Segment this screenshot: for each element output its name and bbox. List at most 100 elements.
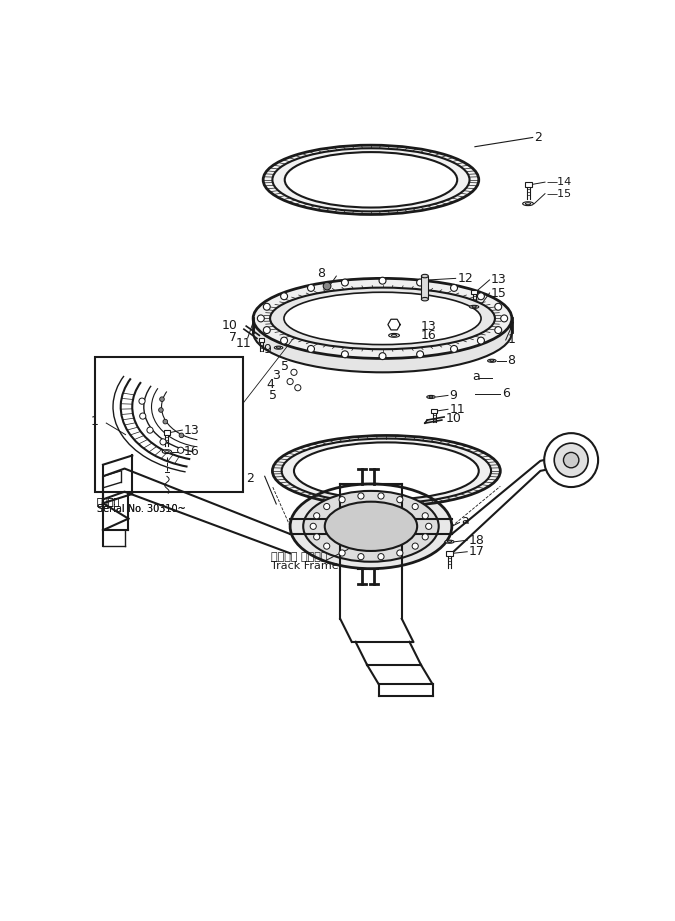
- Bar: [259, 338, 265, 343]
- Circle shape: [287, 379, 293, 385]
- Bar: [524, 182, 531, 187]
- Circle shape: [314, 513, 320, 519]
- Ellipse shape: [421, 274, 429, 278]
- Ellipse shape: [284, 292, 481, 344]
- Circle shape: [416, 279, 424, 286]
- Text: 4: 4: [266, 379, 274, 391]
- Bar: [446, 551, 452, 555]
- Circle shape: [450, 285, 458, 291]
- Text: 9: 9: [450, 389, 458, 402]
- Circle shape: [140, 413, 146, 419]
- Ellipse shape: [472, 306, 477, 308]
- Circle shape: [179, 433, 184, 437]
- Circle shape: [378, 554, 384, 560]
- Ellipse shape: [448, 541, 452, 542]
- Ellipse shape: [490, 360, 494, 362]
- Text: 13: 13: [184, 424, 200, 437]
- Circle shape: [422, 513, 429, 519]
- Ellipse shape: [427, 395, 435, 399]
- Text: 2: 2: [534, 131, 542, 144]
- Bar: [164, 430, 170, 435]
- Text: トラック フレーム: トラック フレーム: [271, 552, 327, 562]
- Circle shape: [160, 438, 166, 445]
- Circle shape: [139, 398, 145, 404]
- Circle shape: [310, 523, 317, 530]
- Text: 8: 8: [507, 355, 515, 367]
- Circle shape: [378, 493, 384, 499]
- Circle shape: [281, 337, 288, 344]
- Circle shape: [163, 419, 167, 424]
- Circle shape: [323, 504, 330, 509]
- Bar: [95, 357, 243, 492]
- Text: 2: 2: [246, 472, 254, 485]
- Ellipse shape: [525, 203, 531, 204]
- Circle shape: [308, 285, 315, 291]
- Ellipse shape: [522, 202, 533, 205]
- Text: 13: 13: [421, 320, 436, 332]
- Ellipse shape: [253, 278, 512, 358]
- Circle shape: [342, 279, 348, 286]
- Circle shape: [342, 351, 348, 357]
- Text: a: a: [461, 515, 469, 528]
- Circle shape: [339, 550, 345, 556]
- Text: Serial No. 30310~: Serial No. 30310~: [97, 504, 186, 514]
- Text: 5: 5: [269, 389, 277, 402]
- Circle shape: [263, 327, 270, 333]
- Ellipse shape: [429, 396, 433, 398]
- Circle shape: [263, 303, 270, 310]
- Circle shape: [295, 385, 301, 391]
- Text: 16: 16: [421, 329, 436, 342]
- Circle shape: [147, 427, 153, 433]
- Ellipse shape: [290, 484, 452, 568]
- Circle shape: [379, 353, 386, 359]
- Text: 7: 7: [229, 332, 237, 344]
- Circle shape: [314, 534, 320, 540]
- Circle shape: [257, 315, 265, 321]
- Text: 5: 5: [281, 360, 289, 373]
- Text: a: a: [472, 369, 481, 382]
- Text: 適用号機: 適用号機: [97, 495, 120, 506]
- Circle shape: [426, 523, 432, 530]
- Text: 10: 10: [222, 319, 238, 332]
- Ellipse shape: [285, 152, 457, 207]
- Circle shape: [501, 315, 508, 321]
- Text: 11: 11: [236, 336, 252, 350]
- Text: 17: 17: [468, 545, 485, 558]
- Text: 適用号機: 適用号機: [97, 495, 120, 506]
- Text: 3: 3: [272, 369, 280, 382]
- Ellipse shape: [421, 297, 429, 301]
- Ellipse shape: [325, 502, 417, 551]
- Bar: [421, 276, 429, 299]
- Circle shape: [390, 321, 398, 328]
- Ellipse shape: [294, 442, 479, 499]
- Circle shape: [308, 345, 315, 353]
- Text: 16: 16: [184, 445, 200, 458]
- Circle shape: [397, 496, 403, 503]
- Circle shape: [339, 496, 345, 503]
- Circle shape: [477, 293, 485, 299]
- Circle shape: [450, 345, 458, 353]
- Circle shape: [379, 277, 386, 285]
- Text: Serial No. 30310~: Serial No. 30310~: [97, 504, 186, 514]
- Circle shape: [495, 327, 502, 333]
- Circle shape: [495, 303, 502, 310]
- Text: 12: 12: [457, 272, 473, 285]
- Circle shape: [544, 433, 598, 487]
- Text: 11: 11: [450, 402, 465, 415]
- Ellipse shape: [165, 450, 169, 452]
- Circle shape: [281, 293, 288, 299]
- Text: 13: 13: [491, 274, 507, 286]
- Circle shape: [178, 448, 184, 453]
- Circle shape: [416, 351, 424, 357]
- Text: 8: 8: [317, 267, 325, 280]
- Text: —15: —15: [547, 189, 572, 199]
- Circle shape: [422, 534, 429, 540]
- Circle shape: [397, 550, 403, 556]
- Circle shape: [323, 282, 331, 290]
- Text: 18: 18: [468, 533, 485, 547]
- Circle shape: [412, 543, 418, 549]
- Ellipse shape: [270, 287, 495, 349]
- Circle shape: [477, 337, 485, 344]
- Circle shape: [554, 443, 588, 477]
- Ellipse shape: [445, 541, 454, 543]
